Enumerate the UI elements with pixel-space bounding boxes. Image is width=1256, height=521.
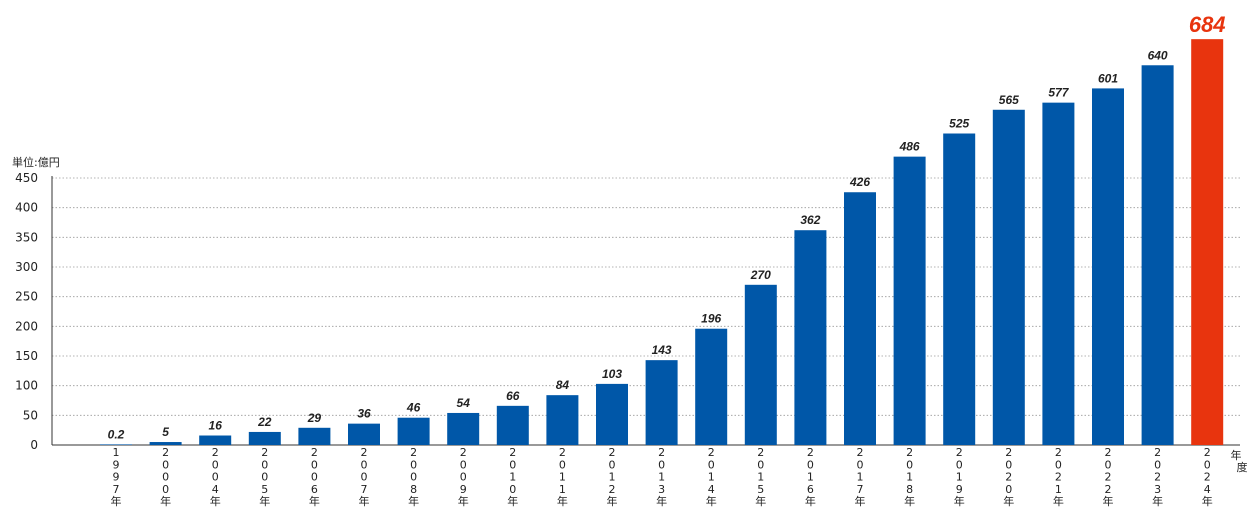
- bar-2014年: [695, 328, 728, 445]
- value-label: 103: [602, 367, 622, 381]
- bar-2017年: [844, 192, 876, 445]
- y-tick-label: 300: [15, 260, 38, 274]
- category-labels: 1 9 9 7 年 2 0 0 0 年 2 0 0 4 年 2 0 0 5 年 2 0 0 6 年 2 0 0 7 年 2 0 0 8 年 2 0 0 9 年…: [111, 446, 1213, 508]
- bar-2005年: [248, 431, 281, 445]
- bar-2016年: [794, 230, 827, 445]
- bar-2018年: [893, 156, 926, 445]
- bar-2011年: [546, 395, 579, 445]
- value-label: 196: [701, 312, 721, 326]
- y-tick-label: 50: [23, 408, 38, 422]
- value-label: 362: [800, 213, 820, 227]
- x-unit-text: 年度: [1231, 448, 1248, 474]
- y-tick-label: 100: [15, 379, 38, 393]
- bar-2000年: [149, 442, 182, 445]
- value-label: 46: [406, 401, 421, 415]
- value-label: 565: [999, 93, 1019, 107]
- value-label: 270: [750, 268, 771, 282]
- y-tick-label: 400: [15, 201, 38, 215]
- value-label: 684: [1189, 12, 1226, 37]
- bar-1997年: [100, 444, 132, 445]
- bar-2023年: [1141, 65, 1174, 446]
- bar-2006年: [298, 427, 331, 445]
- value-label: 54: [457, 396, 471, 410]
- value-label: 601: [1098, 71, 1118, 85]
- value-label: 577: [1048, 86, 1069, 100]
- value-label: 426: [849, 175, 870, 189]
- value-label: 22: [257, 415, 272, 429]
- value-label: 84: [556, 378, 570, 392]
- bar-2021年: [1042, 102, 1075, 445]
- y-tick-label: 350: [15, 230, 38, 244]
- y-tick-label: 0: [30, 438, 38, 452]
- bar-2019年: [943, 133, 976, 445]
- value-label: 66: [506, 389, 520, 403]
- value-label: 5: [162, 425, 169, 439]
- bar-2004年: [199, 435, 232, 445]
- value-label: 36: [357, 407, 371, 421]
- value-label: 0.2: [108, 427, 125, 441]
- value-label: 29: [307, 411, 322, 425]
- value-label: 640: [1148, 48, 1168, 62]
- bar-2009年: [447, 412, 480, 445]
- bar-2010年: [496, 405, 529, 445]
- value-label: 525: [949, 117, 969, 131]
- bar-2024年: [1191, 39, 1224, 445]
- value-labels: 0.2 5 16 22 29 36 46 54 66 84 103 143 196 270 362 426 48…: [108, 12, 1226, 441]
- y-tick-label: 200: [15, 319, 38, 333]
- x-unit-label: 年度: [1231, 448, 1248, 474]
- bar-2012年: [596, 383, 628, 445]
- bar-2013年: [645, 360, 678, 445]
- y-tick-label: 250: [15, 290, 38, 304]
- value-label: 486: [899, 140, 920, 154]
- y-tick-label: 150: [15, 349, 38, 363]
- value-label: 16: [209, 419, 223, 433]
- bar-2015年: [744, 284, 777, 445]
- bars: [100, 39, 1224, 446]
- bar-2008年: [397, 417, 430, 445]
- bar-2007年: [348, 423, 380, 445]
- bar-2020年: [992, 109, 1025, 446]
- bar-2022年: [1092, 88, 1124, 445]
- value-label: 143: [652, 343, 672, 357]
- y-tick-label: 450: [15, 171, 38, 185]
- y-unit-label: 単位:億円: [12, 155, 60, 169]
